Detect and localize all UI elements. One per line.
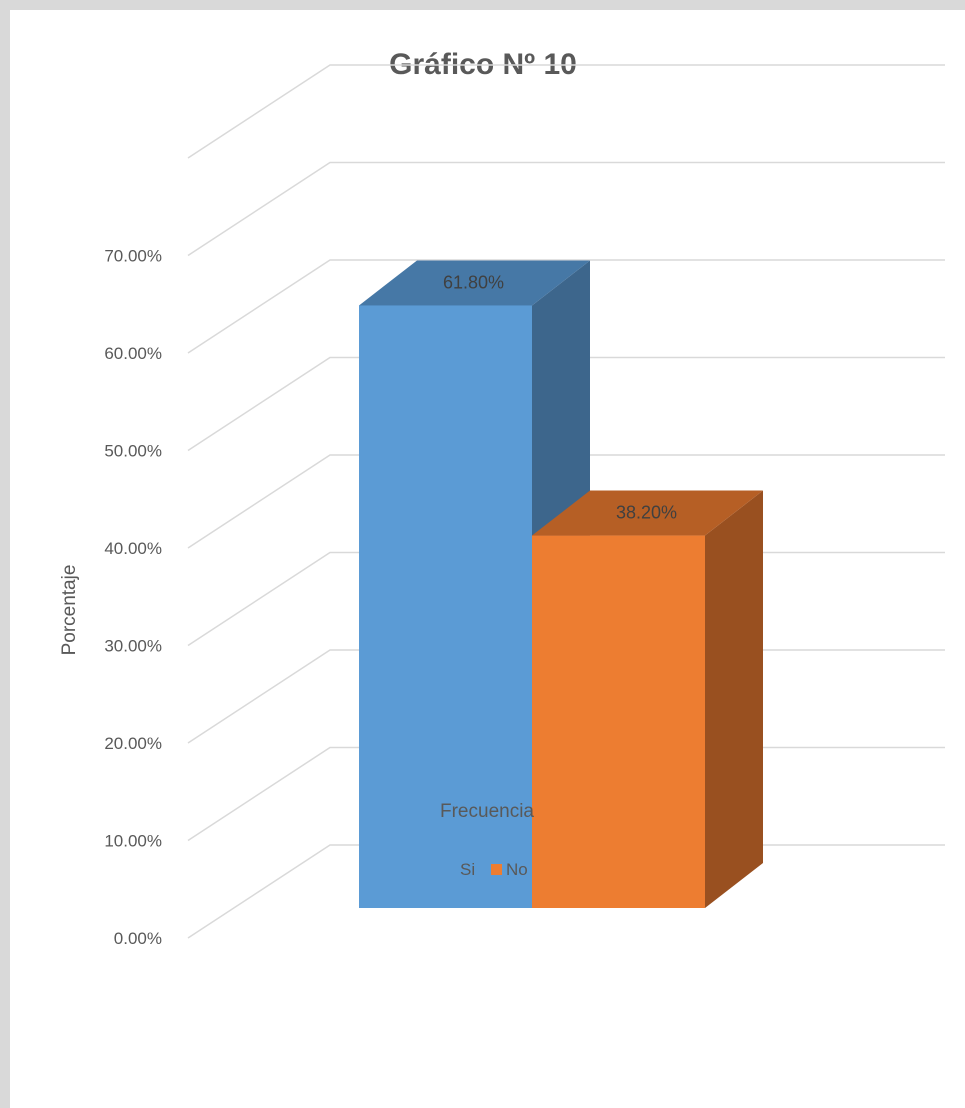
y-tick-label: 70.00% — [104, 247, 162, 266]
bar-top-face — [359, 260, 590, 306]
legend-item-si: Si — [445, 860, 475, 879]
gridline — [187, 454, 945, 549]
bars — [359, 260, 763, 908]
legend-item-no: No — [491, 860, 528, 879]
y-axis-title: Porcentaje — [59, 565, 80, 656]
bar-front-face — [532, 535, 705, 908]
y-tick-label: 50.00% — [104, 442, 162, 461]
gridline — [187, 259, 945, 354]
category-label: Frecuencia — [440, 801, 534, 822]
y-tick-label: 0.00% — [114, 929, 162, 948]
y-tick-label: 10.00% — [104, 832, 162, 851]
y-tick-label: 30.00% — [104, 637, 162, 656]
chart-area: Gráfico Nº 10 0.00% 10.00% 20.00% 30.00% 40.… — [10, 10, 965, 1108]
y-tick-label: 20.00% — [104, 734, 162, 753]
gridline — [187, 356, 945, 452]
legend: Si No — [445, 860, 528, 879]
gridlines — [187, 64, 945, 939]
bar-side-face — [705, 490, 763, 908]
legend-swatch — [491, 864, 502, 875]
y-axis-ticks: 0.00% 10.00% 20.00% 30.00% 40.00% 50.00% 60.00… — [104, 247, 162, 949]
data-label-no: 38.20% — [616, 503, 677, 523]
bar-front-face — [359, 305, 532, 908]
y-tick-label: 60.00% — [104, 344, 162, 363]
data-label-si: 61.80% — [443, 272, 504, 292]
gridline — [187, 161, 945, 257]
y-tick-label: 40.00% — [104, 539, 162, 558]
data-labels: 61.80% 38.20% — [443, 272, 677, 522]
legend-swatch — [445, 864, 456, 875]
bar-chart: Gráfico Nº 10 0.00%10.00%20.00%30.00%40.… — [59, 48, 945, 949]
legend-label: Si — [460, 860, 475, 879]
bar-top-face — [532, 490, 763, 536]
gridline — [187, 64, 945, 159]
bar-no — [532, 490, 763, 908]
legend-label: No — [506, 860, 528, 879]
